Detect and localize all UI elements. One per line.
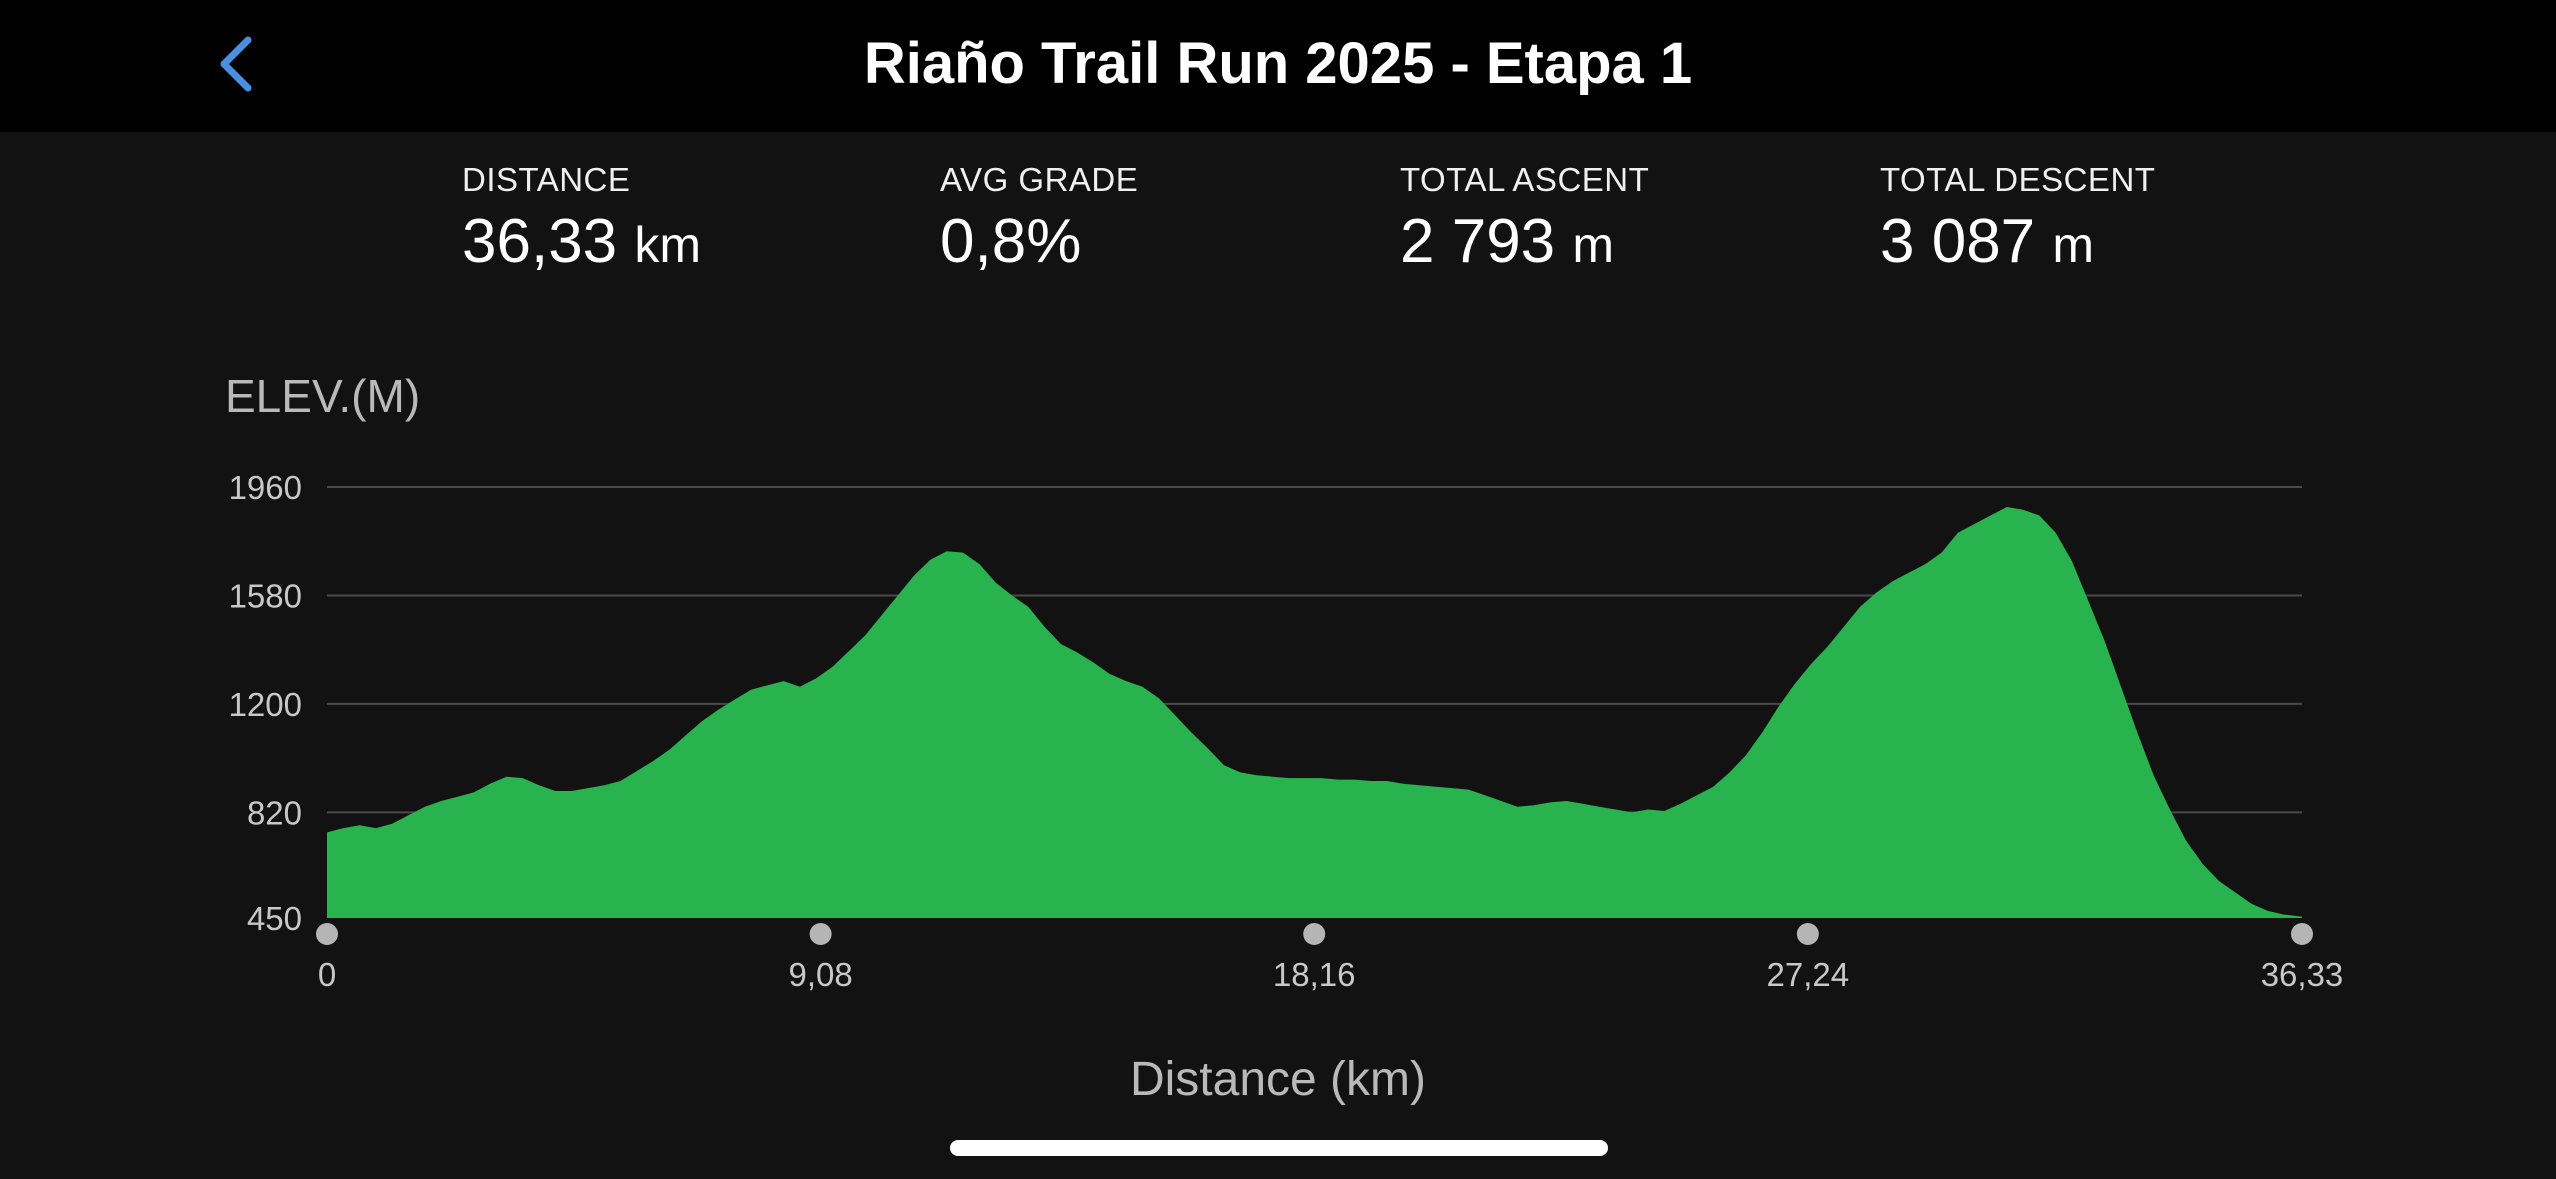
x-tick-label: 0 xyxy=(318,956,336,993)
x-tick-label: 9,08 xyxy=(788,956,852,993)
x-tick-marker[interactable] xyxy=(1303,923,1326,945)
stat-total-ascent-number: 2 793 xyxy=(1400,207,1556,276)
stat-avg-grade-label: AVG GRADE xyxy=(940,161,1139,198)
stat-total-descent-unit: m xyxy=(2052,217,2095,273)
y-tick-labels: 1960 1580 1200 820 450 xyxy=(229,469,302,937)
stat-total-descent-value: 3 087 m xyxy=(1880,206,2155,281)
page-title: Riaño Trail Run 2025 - Etapa 1 xyxy=(863,31,1693,96)
stat-total-descent-label: TOTAL DESCENT xyxy=(1880,161,2156,198)
stat-avg-grade: AVG GRADE 0,8% xyxy=(940,160,1138,278)
stat-distance-value: 36,33 km xyxy=(462,206,701,281)
stat-distance: DISTANCE 36,33 km xyxy=(462,160,701,281)
stat-total-descent: TOTAL DESCENT 3 087 m xyxy=(1880,160,2155,281)
x-tick-marker[interactable] xyxy=(2291,923,2313,945)
stat-total-ascent-label: TOTAL ASCENT xyxy=(1400,161,1650,198)
x-tick-marker[interactable] xyxy=(809,923,832,945)
x-tick-marker[interactable] xyxy=(316,923,338,945)
stat-distance-unit: km xyxy=(634,217,702,273)
stat-total-ascent-unit: m xyxy=(1572,217,1615,273)
x-tick-label: 27,24 xyxy=(1767,956,1850,993)
stat-distance-number: 36,33 xyxy=(462,207,618,276)
back-button[interactable] xyxy=(200,28,272,100)
y-tick-label: 820 xyxy=(247,794,302,831)
y-tick-label: 1580 xyxy=(229,577,302,614)
stat-distance-label: DISTANCE xyxy=(462,161,631,198)
y-tick-label: 450 xyxy=(247,900,302,937)
stat-avg-grade-value: 0,8% xyxy=(940,206,1138,278)
elevation-chart[interactable]: ELEV.(M) 1960 1580 1200 820 450 0 9,08 18,16 27… xyxy=(0,340,2556,1130)
x-tick-marker[interactable] xyxy=(1796,923,1819,945)
y-axis-title: ELEV.(M) xyxy=(225,370,420,422)
header-bar: Riaño Trail Run 2025 - Etapa 1 xyxy=(0,0,2556,132)
x-tick-label: 36,33 xyxy=(2261,956,2344,993)
elevation-chart-svg[interactable]: ELEV.(M) 1960 1580 1200 820 450 0 9,08 18,16 27… xyxy=(0,340,2556,1130)
x-tick-markers[interactable]: 0 9,08 18,16 27,24 36,33 xyxy=(316,923,2343,993)
elevation-area xyxy=(327,507,2302,918)
stat-avg-grade-number: 0,8% xyxy=(940,207,1082,276)
x-axis-title: Distance (km) xyxy=(1130,1053,1426,1106)
stat-total-ascent: TOTAL ASCENT 2 793 m xyxy=(1400,160,1649,281)
y-tick-label: 1200 xyxy=(229,686,302,723)
y-tick-label: 1960 xyxy=(229,469,302,506)
x-tick-label: 18,16 xyxy=(1273,956,1356,993)
home-indicator[interactable] xyxy=(950,1140,1608,1156)
chevron-left-icon xyxy=(220,36,252,92)
stat-total-descent-number: 3 087 xyxy=(1880,207,2036,276)
stat-total-ascent-value: 2 793 m xyxy=(1400,206,1649,281)
